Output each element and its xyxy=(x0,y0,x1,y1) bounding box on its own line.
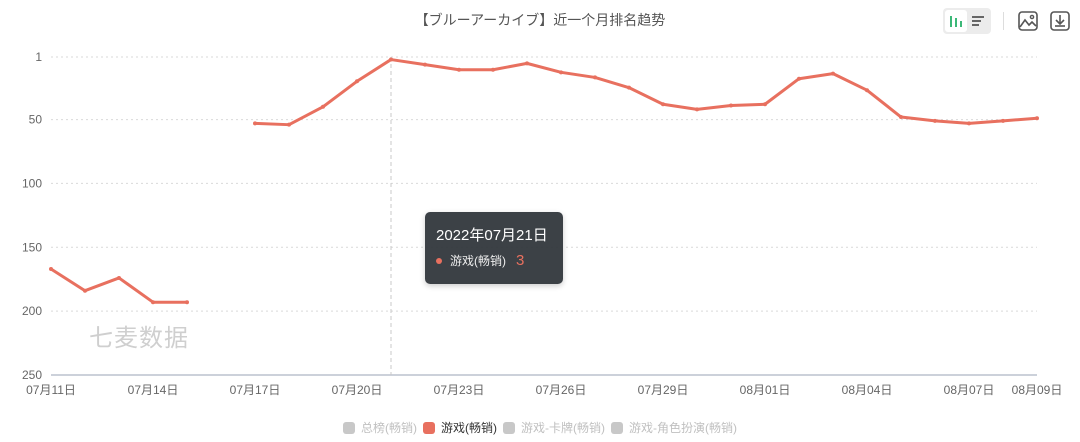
data-point[interactable] xyxy=(1001,118,1005,123)
chart-toolbar xyxy=(943,8,1072,34)
series-line-segment[interactable] xyxy=(49,267,189,304)
data-point[interactable] xyxy=(865,88,869,93)
x-axis-labels: 07月11日 07月14日 07月17日 07月20日 07月23日 07月26日 07月2… xyxy=(26,383,1062,397)
save-image-button[interactable] xyxy=(1016,9,1040,33)
y-tick-label: 50 xyxy=(29,113,43,127)
x-tick-label: 08月09日 xyxy=(1012,383,1063,397)
data-point[interactable] xyxy=(253,121,257,126)
legend-swatch-icon xyxy=(611,421,623,434)
list-view-button[interactable] xyxy=(967,10,989,32)
chart-legend: 总榜(畅销) 游戏(畅销) 游戏-卡牌(畅销) 游戏-角色扮演(畅销) xyxy=(0,419,1080,436)
legend-label: 总榜(畅销) xyxy=(361,421,417,435)
legend-swatch-icon xyxy=(343,421,355,434)
tooltip-date: 2022年07月21日 xyxy=(436,227,548,244)
data-point[interactable] xyxy=(559,70,563,75)
data-point[interactable] xyxy=(355,79,359,84)
x-tick-label: 07月20日 xyxy=(332,383,383,397)
image-icon xyxy=(1018,11,1038,31)
data-point[interactable] xyxy=(287,122,291,127)
y-tick-label: 1 xyxy=(35,50,42,64)
legend-swatch-icon xyxy=(503,421,515,434)
data-point[interactable] xyxy=(1035,116,1039,121)
data-point[interactable] xyxy=(593,75,597,80)
legend-label: 游戏(畅销) xyxy=(441,421,497,435)
view-toggle xyxy=(943,8,991,34)
grid-lines xyxy=(51,56,1037,312)
data-point[interactable] xyxy=(457,67,461,72)
series-dot-icon xyxy=(436,257,442,264)
bar-chart-icon xyxy=(950,16,962,27)
x-tick-label: 07月14日 xyxy=(128,383,179,397)
data-point[interactable] xyxy=(695,107,699,112)
series-line-segment[interactable] xyxy=(253,58,1039,127)
data-point[interactable] xyxy=(151,300,155,305)
toolbar-divider xyxy=(1003,12,1004,30)
download-icon xyxy=(1050,11,1070,31)
data-point[interactable] xyxy=(729,103,733,108)
x-tick-label: 08月04日 xyxy=(842,383,893,397)
tooltip-row: 游戏(畅销) 3 xyxy=(436,252,524,269)
legend-label: 游戏-角色扮演(畅销) xyxy=(629,421,737,435)
data-point[interactable] xyxy=(49,267,53,271)
data-point[interactable] xyxy=(117,275,121,280)
y-tick-label: 250 xyxy=(22,368,42,382)
data-point[interactable] xyxy=(627,85,631,90)
data-point[interactable] xyxy=(797,76,801,81)
data-point[interactable] xyxy=(525,61,529,66)
x-tick-label: 07月11日 xyxy=(26,383,76,397)
data-point[interactable] xyxy=(423,62,427,67)
tooltip-value: 3 xyxy=(516,252,525,269)
download-button[interactable] xyxy=(1048,9,1072,33)
data-point[interactable] xyxy=(933,118,937,123)
x-tick-label: 07月17日 xyxy=(230,383,281,397)
watermark: 七麦数据 xyxy=(89,325,189,352)
data-point[interactable] xyxy=(185,300,189,305)
legend-item[interactable]: 游戏-角色扮演(畅销) xyxy=(611,419,737,436)
y-tick-label: 200 xyxy=(22,304,42,318)
legend-swatch-icon xyxy=(423,421,435,434)
tooltip: 2022年07月21日 游戏(畅销) 3 xyxy=(425,212,563,284)
series-line-youxi-changxiao xyxy=(49,57,1039,305)
list-icon xyxy=(972,16,984,26)
x-tick-label: 07月23日 xyxy=(434,383,485,397)
legend-item[interactable]: 游戏-卡牌(畅销) xyxy=(503,419,605,436)
data-point[interactable] xyxy=(899,115,903,120)
legend-item[interactable]: 总榜(畅销) xyxy=(343,419,417,436)
data-point[interactable] xyxy=(967,121,971,126)
legend-label: 游戏-卡牌(畅销) xyxy=(521,421,605,435)
data-point[interactable] xyxy=(491,67,495,72)
data-point[interactable] xyxy=(763,102,767,107)
y-tick-label: 100 xyxy=(22,176,42,190)
data-point[interactable] xyxy=(661,102,665,107)
chart-view-button[interactable] xyxy=(945,10,967,32)
x-tick-label: 08月01日 xyxy=(740,383,791,397)
legend-item[interactable]: 游戏(畅销) xyxy=(423,419,497,436)
x-tick-label: 08月07日 xyxy=(944,383,995,397)
data-point[interactable] xyxy=(831,71,835,76)
data-point[interactable] xyxy=(389,57,393,62)
x-tick-label: 07月26日 xyxy=(536,383,587,397)
data-point[interactable] xyxy=(321,104,325,109)
x-tick-label: 07月29日 xyxy=(638,383,689,397)
tooltip-series-name: 游戏(畅销) xyxy=(450,254,506,268)
y-tick-label: 150 xyxy=(22,240,42,254)
chart-title: 【ブルーアーカイブ】近一个月排名趋势 xyxy=(414,12,666,28)
data-point[interactable] xyxy=(83,288,87,293)
